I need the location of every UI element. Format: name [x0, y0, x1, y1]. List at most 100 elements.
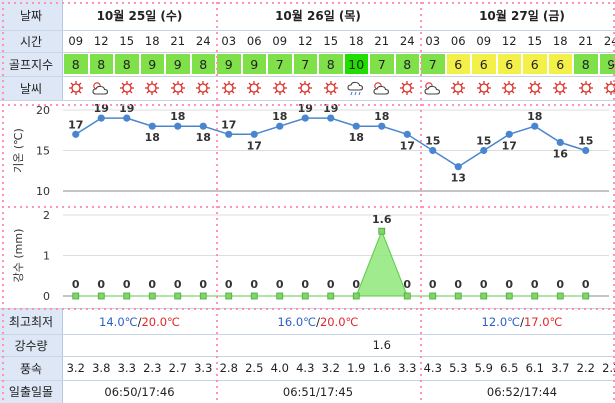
rain-point [531, 292, 539, 300]
golf-index-cell: 7 [267, 53, 293, 75]
hour-cell: 21 [578, 34, 594, 48]
max-temp: 20.0℃ [319, 314, 359, 329]
temp-data-label: 18 [170, 110, 185, 123]
row-divider [0, 356, 615, 357]
rain-point [378, 227, 386, 235]
temp-data-label: 17 [502, 139, 517, 152]
wind-cell: 2.2 [576, 361, 595, 375]
temp-point [327, 114, 335, 122]
hour-cell: 06 [246, 34, 262, 48]
hour-cell: 03 [221, 34, 237, 48]
rainfall-cell [165, 334, 191, 356]
row-divider [0, 76, 615, 77]
temp-tick-label: 10 [36, 185, 50, 198]
rain-point [148, 292, 156, 300]
temp-tick-label: 15 [36, 145, 50, 158]
sun-icon [395, 77, 421, 99]
rain-icon [344, 77, 370, 99]
wind-cell: 6.1 [525, 361, 544, 375]
dotted-separator [0, 306, 615, 310]
sun-icon [191, 77, 217, 99]
temp-point [352, 122, 360, 130]
temp-data-label: 15 [425, 135, 440, 148]
rain-point [199, 292, 207, 300]
golf-index-cell: 6 [547, 53, 573, 75]
temp-point [250, 130, 258, 138]
rain-point [582, 292, 590, 300]
hour-cell: 09 [68, 34, 84, 48]
rain-data-label: 0 [148, 278, 156, 291]
sun-icon [497, 77, 523, 99]
wind-cell: 2.5 [245, 361, 264, 375]
temp-point [378, 122, 386, 130]
min-max-cell: 12.0℃/17.0℃ [420, 309, 615, 334]
temp-data-label: 13 [451, 172, 466, 185]
rainfall-cell [63, 334, 89, 356]
row-divider [0, 334, 615, 335]
wind-cell: 4.3 [423, 361, 442, 375]
max-temp: 20.0℃ [141, 314, 180, 329]
rainfall-cell [293, 334, 319, 356]
temp-point [403, 130, 411, 138]
golf-index-cell: 7 [369, 53, 395, 75]
temp-data-label: 18 [349, 131, 364, 144]
temp-data-label: 17 [68, 118, 83, 131]
hour-cell: 09 [476, 34, 492, 48]
temp-point [556, 138, 564, 146]
row-label-time: 시간 [0, 30, 63, 52]
rain-data-label: 0 [429, 278, 437, 291]
row-divider [0, 100, 615, 101]
wind-cell: 3.8 [92, 361, 111, 375]
min-temp: 16.0℃ [277, 314, 317, 329]
wind-cell: 4.0 [270, 361, 289, 375]
temp-point [582, 146, 590, 155]
rain-data-label: 0 [531, 278, 539, 291]
rain-point [97, 292, 105, 300]
wind-cell: 3.3 [117, 361, 136, 375]
rain-point [403, 292, 411, 300]
golf-index-cell: 6 [496, 53, 522, 75]
rain-data-label: 0 [403, 278, 411, 291]
rainfall-cell [267, 334, 293, 356]
temp-point [174, 122, 182, 130]
rain-data-label: 1.6 [372, 213, 392, 226]
temp-point [199, 122, 207, 130]
sun-icon [318, 77, 344, 99]
row-label-golf: 골프지수 [0, 52, 63, 76]
rain-point [174, 292, 182, 300]
rain-point [301, 292, 309, 300]
sun-icon [471, 77, 497, 99]
temp-data-label: 15 [476, 135, 491, 148]
wind-cell: 2.3 [143, 361, 162, 375]
rain-data-label: 0 [97, 278, 105, 291]
rainfall-cell [522, 334, 548, 356]
temp-point [531, 122, 539, 130]
rainfall-cell [114, 334, 140, 356]
golf-index-cell: 8 [190, 53, 216, 75]
min-max-cell: 14.0℃/20.0℃ [63, 309, 216, 334]
rain-point [225, 292, 233, 300]
rainfall-cell [573, 334, 599, 356]
rain-point [250, 292, 258, 300]
row-divider [0, 30, 615, 31]
sun-icon [548, 77, 574, 99]
rain-axis-label: 강수 (mm) [12, 229, 25, 283]
rain-tick-label: 0 [43, 290, 50, 303]
rainfall-cell [216, 334, 242, 356]
wind-cell: 5.9 [474, 361, 493, 375]
sun-icon [140, 77, 166, 99]
hour-cell: 24 [603, 34, 615, 48]
golf-index-cell: 9 [241, 53, 267, 75]
rain-data-label: 0 [199, 278, 207, 291]
hour-cell: 24 [399, 34, 415, 48]
rain-point [72, 292, 80, 300]
rain-data-label: 0 [123, 278, 131, 291]
rain-point [480, 292, 488, 300]
rainfall-cell [191, 334, 217, 356]
golf-index-cell: 9 [165, 53, 191, 75]
rain-data-label: 0 [352, 278, 360, 291]
date-header: 10월 25일 (수) [96, 8, 183, 23]
temp-data-label: 16 [553, 147, 569, 160]
min-temp: 12.0℃ [481, 314, 521, 329]
